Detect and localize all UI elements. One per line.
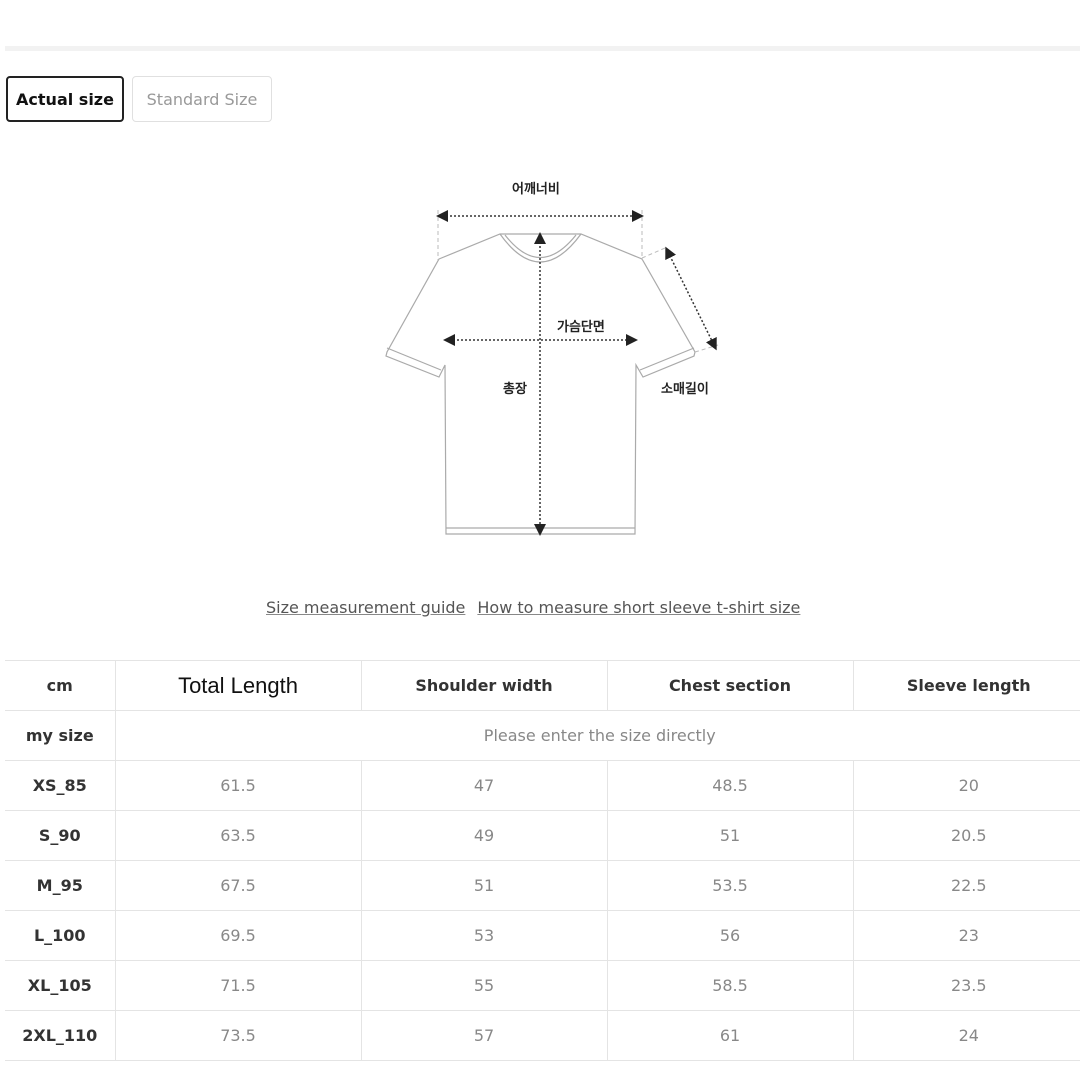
header-unit: cm	[5, 660, 116, 711]
measurement-cell: 24	[852, 1010, 1080, 1061]
size-name-cell: L_100	[5, 910, 116, 961]
tab-standard-size[interactable]: Standard Size	[132, 76, 272, 122]
measurement-cell: 56	[606, 910, 854, 961]
my-size-label: my size	[5, 710, 116, 761]
measurement-cell: 20.5	[852, 810, 1080, 861]
top-divider	[5, 46, 1080, 51]
length-label: 총장	[503, 382, 527, 397]
measurement-cell: 58.5	[606, 960, 854, 1011]
measure-howto-link[interactable]: How to measure short sleeve t-shirt size	[477, 598, 801, 617]
size-guide-link[interactable]: Size measurement guide	[266, 598, 466, 617]
measurement-cell: 67.5	[114, 860, 362, 911]
measurement-cell: 71.5	[114, 960, 362, 1011]
measurement-cell: 51	[606, 810, 854, 861]
table-row: 2XL_110 73.5 57 61 24	[5, 1010, 1080, 1061]
size-name-cell: M_95	[5, 860, 116, 911]
measurement-cell: 22.5	[852, 860, 1080, 911]
measurement-cell: 61.5	[114, 760, 362, 811]
table-header-row: cm Total Length Shoulder width Chest sec…	[5, 660, 1080, 711]
measurement-cell: 23.5	[852, 960, 1080, 1011]
size-name-cell: XL_105	[5, 960, 116, 1011]
measurement-cell: 53	[360, 910, 608, 961]
my-size-row: my size Please enter the size directly	[5, 710, 1080, 761]
my-size-input[interactable]: Please enter the size directly	[114, 710, 1080, 761]
header-shoulder: Shoulder width	[360, 660, 608, 711]
measurement-cell: 73.5	[114, 1010, 362, 1061]
tshirt-diagram	[385, 210, 719, 536]
measurement-cell: 55	[360, 960, 608, 1011]
table-row: XS_85 61.5 47 48.5 20	[5, 760, 1080, 811]
sleeve-arrow	[665, 246, 717, 351]
size-name-cell: S_90	[5, 810, 116, 861]
size-name-cell: XS_85	[5, 760, 116, 811]
chest-label: 가슴단면	[557, 320, 605, 335]
header-total-length: Total Length	[114, 660, 362, 711]
tab-actual-size[interactable]: Actual size	[6, 76, 124, 122]
measurement-cell: 48.5	[606, 760, 854, 811]
measurement-cell: 61	[606, 1010, 854, 1061]
measurement-cell: 51	[360, 860, 608, 911]
size-name-cell: 2XL_110	[5, 1010, 116, 1061]
table-row: M_95 67.5 51 53.5 22.5	[5, 860, 1080, 911]
table-row: S_90 63.5 49 51 20.5	[5, 810, 1080, 861]
measurement-cell: 49	[360, 810, 608, 861]
size-table: cm Total Length Shoulder width Chest sec…	[5, 660, 1080, 1061]
measurement-cell: 20	[852, 760, 1080, 811]
measurement-cell: 53.5	[606, 860, 854, 911]
measurement-cell: 23	[852, 910, 1080, 961]
sleeve-label: 소매길이	[661, 382, 709, 397]
measurement-cell: 63.5	[114, 810, 362, 861]
header-sleeve: Sleeve length	[852, 660, 1080, 711]
guide-links: Size measurement guide How to measure sh…	[266, 598, 800, 617]
table-row: L_100 69.5 53 56 23	[5, 910, 1080, 961]
measurement-cell: 47	[360, 760, 608, 811]
shoulder-label: 어깨너비	[512, 182, 560, 197]
measurement-cell: 57	[360, 1010, 608, 1061]
measurement-cell: 69.5	[114, 910, 362, 961]
table-row: XL_105 71.5 55 58.5 23.5	[5, 960, 1080, 1011]
header-chest: Chest section	[606, 660, 854, 711]
